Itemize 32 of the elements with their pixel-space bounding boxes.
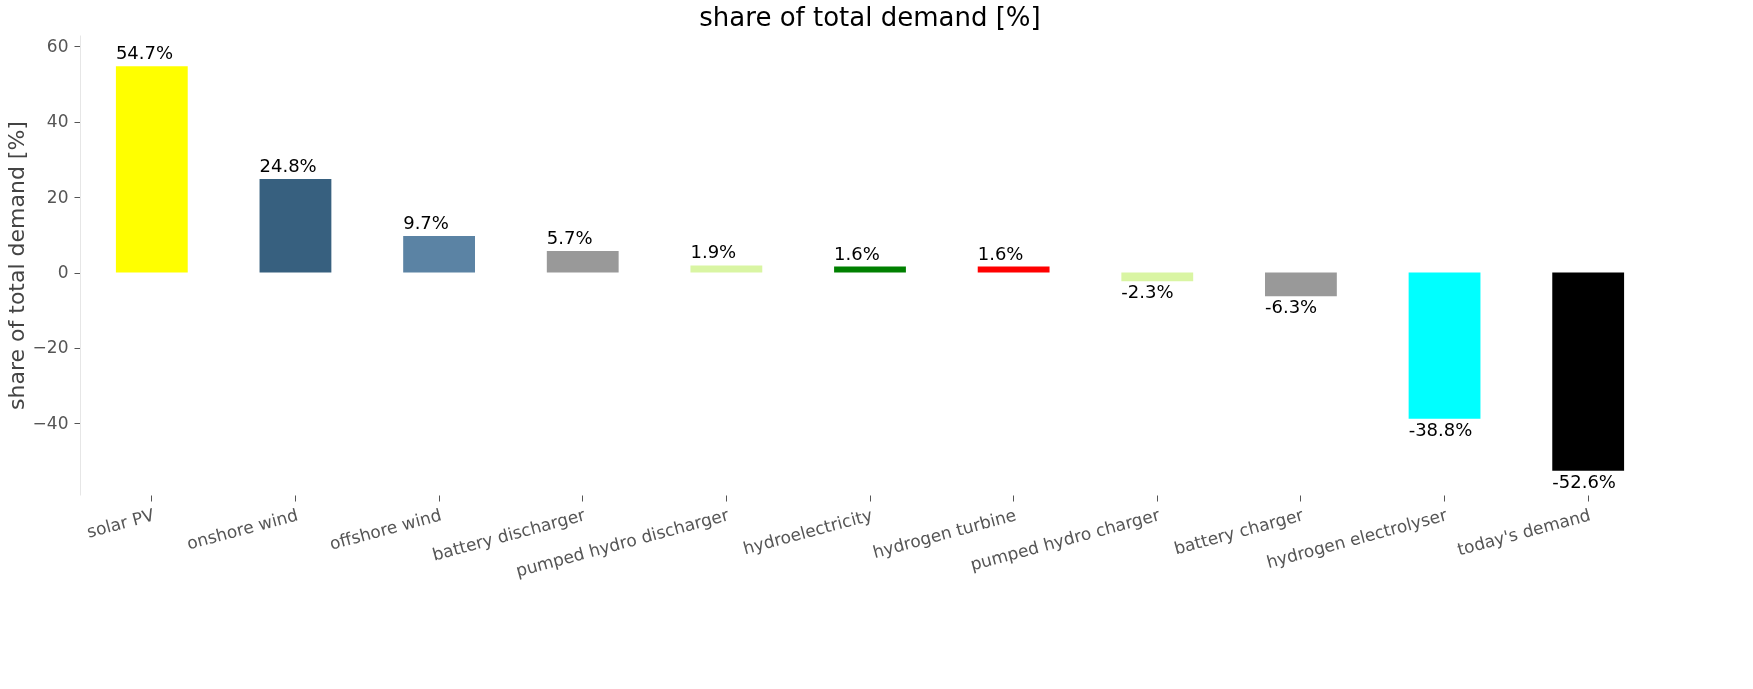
x-tick-label: solar PV xyxy=(84,504,157,542)
bar xyxy=(1121,272,1194,282)
data-label: 5.7% xyxy=(546,227,593,249)
y-tick-label: 20 xyxy=(46,186,69,207)
data-label: 24.8% xyxy=(259,155,317,177)
bar xyxy=(1265,272,1337,297)
bar xyxy=(834,266,906,273)
y-tick-label: −20 xyxy=(32,337,69,358)
bar xyxy=(115,66,188,273)
data-label: 1.9% xyxy=(690,241,737,263)
bar xyxy=(546,251,619,273)
data-label: 54.7% xyxy=(115,42,174,64)
data-label: -38.8% xyxy=(1408,418,1473,440)
bar xyxy=(1552,272,1625,471)
data-label: -52.6% xyxy=(1552,470,1616,492)
data-label: -2.3% xyxy=(1121,281,1174,303)
y-tick-label: 0 xyxy=(57,262,69,283)
chart-title: share of total demand [%] xyxy=(699,2,1041,32)
bar xyxy=(403,235,475,273)
y-tick-label: 40 xyxy=(46,111,69,132)
y-tick-label: −40 xyxy=(32,412,69,433)
y-axis-title: share of total demand [%] xyxy=(3,121,29,410)
y-tick-label: 60 xyxy=(46,35,69,56)
bar xyxy=(1408,272,1481,419)
x-tick-label: onshore wind xyxy=(184,504,300,554)
data-label: 9.7% xyxy=(403,211,449,233)
data-label: 1.6% xyxy=(834,242,880,264)
bar xyxy=(690,265,763,273)
data-label: 1.6% xyxy=(977,242,1024,264)
bar xyxy=(259,179,332,273)
bar xyxy=(977,266,1050,273)
data-label: -6.3% xyxy=(1265,296,1318,318)
